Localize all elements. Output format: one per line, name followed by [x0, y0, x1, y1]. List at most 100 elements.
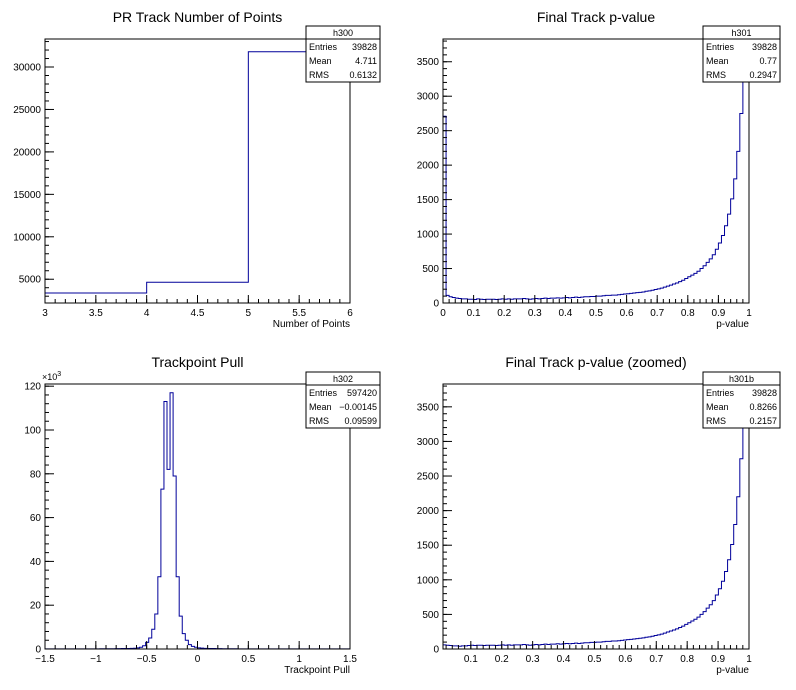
y-tick-label: 15000: [13, 190, 41, 201]
x-tick-label: 1.5: [343, 654, 357, 665]
x-tick-label: 0.5: [588, 654, 602, 665]
y-tick-label: 5000: [19, 275, 42, 286]
stats-row-label: Mean: [309, 402, 332, 412]
y-tick-label: 25000: [13, 105, 41, 116]
x-tick-label: 0: [440, 308, 446, 319]
stats-row-value: 0.8266: [749, 402, 777, 412]
stats-row-value: 39828: [752, 42, 777, 52]
stats-row-label: Entries: [309, 42, 338, 52]
x-tick-label: 0.5: [241, 654, 255, 665]
y-tick-label: 3000: [417, 437, 440, 448]
x-tick-label: 0.7: [650, 308, 664, 319]
y-tick-label: 3500: [417, 57, 440, 68]
chart-title: Final Track p-value (zoomed): [505, 354, 686, 370]
stats-box-frame: [305, 25, 381, 83]
x-tick-label: 0.4: [557, 654, 571, 665]
stats-row-label: Mean: [706, 56, 729, 66]
x-tick-label: −1: [90, 654, 102, 665]
stats-row-value: 39828: [352, 42, 377, 52]
histogram-line-h301b: [442, 399, 749, 649]
y-multiplier-base: ×10: [42, 372, 57, 382]
x-tick-label: 0.4: [558, 308, 572, 319]
y-tick-label: 40: [30, 557, 42, 568]
stats-row-value: 597420: [347, 388, 377, 398]
stats-row-label: Mean: [309, 56, 332, 66]
x-tick-label: 6: [347, 308, 353, 319]
y-tick-label: 500: [422, 610, 439, 621]
y-tick-label: 1500: [417, 195, 440, 206]
x-axis-label: Trackpoint Pull: [284, 665, 350, 676]
y-tick-label: 120: [24, 382, 41, 393]
stats-row-value: 0.77: [759, 56, 777, 66]
x-tick-label: 0.3: [526, 654, 540, 665]
y-tick-label: 500: [422, 264, 439, 275]
stats-box-title: h302: [333, 374, 353, 384]
stats-row-value: 0.2157: [749, 416, 777, 426]
y-tick-label: 2500: [417, 472, 440, 483]
y-tick-label: 2000: [417, 161, 440, 172]
x-axis-label: p-value: [716, 319, 749, 330]
stats-row-label: Entries: [309, 388, 338, 398]
x-tick-label: 0.8: [680, 654, 694, 665]
y-tick-label: 3000: [417, 92, 440, 103]
stats-box-frame: [702, 25, 781, 83]
y-tick-label: 1000: [417, 230, 440, 241]
stats-row-label: RMS: [309, 70, 329, 80]
x-tick-label: 0.7: [649, 654, 663, 665]
x-tick-label: 0.1: [467, 308, 481, 319]
stats-row-label: RMS: [309, 416, 329, 426]
x-tick-label: 4.5: [191, 308, 205, 319]
x-tick-label: 0.5: [589, 308, 603, 319]
y-tick-label: 0: [433, 645, 439, 656]
stats-box: h302 Entries 597420 Mean −0.00145 RMS 0.09599: [305, 371, 381, 429]
y-tick-label: 100: [24, 425, 41, 436]
y-tick-label: 20000: [13, 147, 41, 158]
stats-row-value: 0.09599: [344, 416, 377, 426]
y-tick-label: 0: [433, 299, 439, 310]
stats-box: h301b Entries 39828 Mean 0.8266 RMS 0.2157: [702, 371, 781, 429]
x-tick-label: 3.5: [89, 308, 103, 319]
x-tick-label: 5: [246, 308, 252, 319]
stats-box-frame: [305, 371, 381, 429]
stats-row-value: 0.6132: [349, 70, 377, 80]
stats-box-title: h301: [731, 28, 751, 38]
y-multiplier-exponent: 3: [57, 371, 61, 378]
stats-box: h300 Entries 39828 Mean 4.711 RMS 0.6132: [305, 25, 381, 83]
x-tick-label: 1: [746, 654, 752, 665]
chart-title: Final Track p-value: [537, 9, 655, 25]
chart-title: Trackpoint Pull: [151, 354, 243, 370]
stats-row-label: RMS: [706, 416, 726, 426]
stats-box-title: h300: [333, 28, 353, 38]
stats-box: h301 Entries 39828 Mean 0.77 RMS 0.2947: [702, 25, 781, 83]
y-tick-label: 10000: [13, 232, 41, 243]
y-tick-label: 3500: [417, 402, 440, 413]
chart-title: PR Track Number of Points: [113, 9, 283, 25]
y-tick-label: 1000: [417, 575, 440, 586]
stats-row-label: Entries: [706, 42, 735, 52]
stats-row-label: Mean: [706, 402, 729, 412]
stats-row-value: 39828: [752, 388, 777, 398]
y-tick-label: 80: [30, 469, 42, 480]
stats-row-value: 0.2947: [749, 70, 777, 80]
x-tick-label: 1: [746, 308, 752, 319]
x-tick-label: 0.6: [620, 308, 634, 319]
x-tick-label: 0: [195, 654, 201, 665]
x-axis-label: p-value: [716, 665, 749, 676]
x-tick-label: −1.5: [35, 654, 55, 665]
stats-row-label: RMS: [706, 70, 726, 80]
x-tick-label: −0.5: [137, 654, 157, 665]
stats-box-frame: [702, 371, 781, 429]
x-tick-label: 4: [144, 308, 150, 319]
y-tick-label: 1500: [417, 541, 440, 552]
x-axis-label: Number of Points: [273, 319, 350, 330]
x-tick-label: 0.9: [711, 308, 725, 319]
y-tick-label: 2500: [417, 126, 440, 137]
histogram-line-h301: [442, 54, 749, 303]
stats-box-title: h301b: [729, 374, 754, 384]
x-tick-label: 0.2: [497, 308, 511, 319]
x-tick-label: 0.1: [464, 654, 478, 665]
